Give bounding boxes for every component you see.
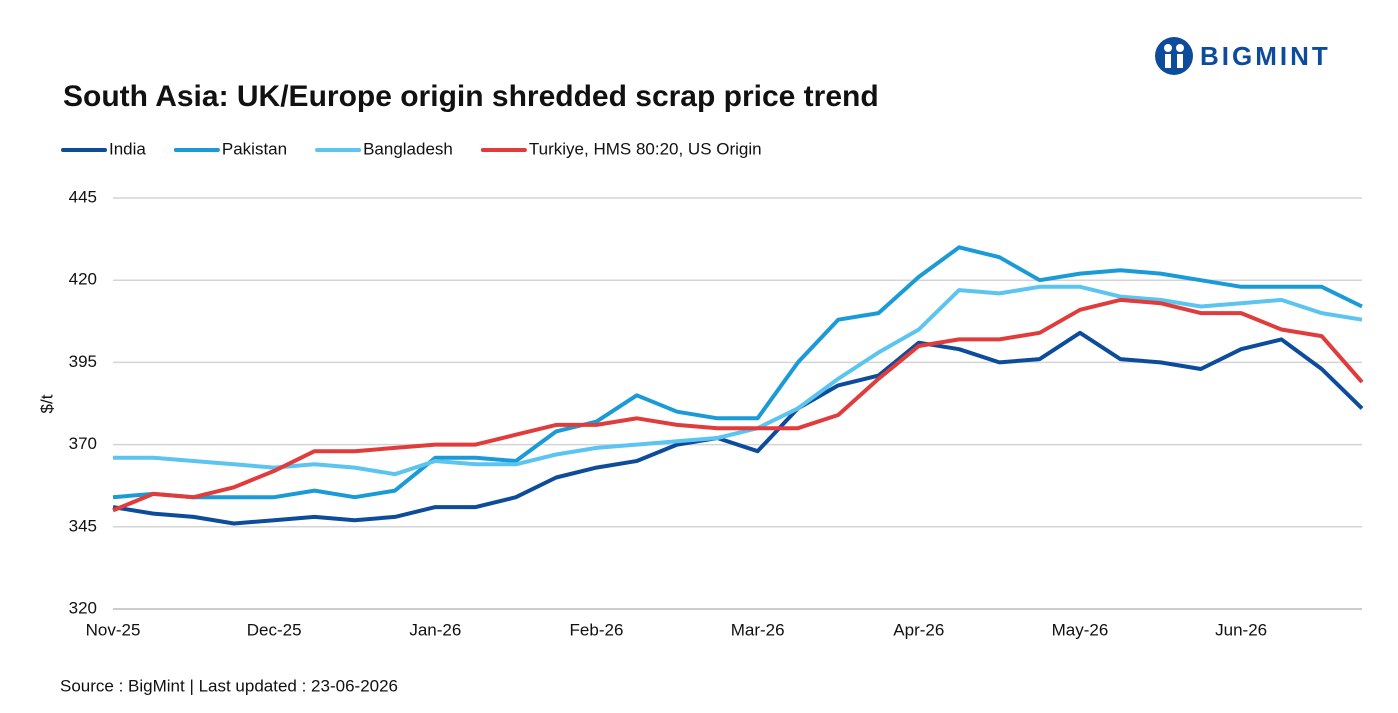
y-tick-label: 420 [69,270,97,289]
logo-icon-dot [1164,44,1172,52]
logo: BIGMINT [1155,37,1331,75]
x-tick-label: Mar-26 [731,620,785,639]
logo-icon [1155,37,1193,75]
x-tick-label: Apr-26 [893,620,944,639]
logo-text: BIGMINT [1200,41,1331,71]
series-line [113,284,1363,477]
logo-icon-dot [1176,44,1184,52]
x-tick-label: Feb-26 [570,620,624,639]
series-line [112,245,1363,500]
logo-icon-bar [1165,54,1171,68]
legend-label: Bangladesh [363,139,453,158]
logo-icon-bar [1177,54,1183,68]
y-tick-label: 320 [69,598,97,617]
y-tick-label: 395 [69,352,97,371]
y-tick-label: 445 [69,187,97,206]
x-tick-label: Jun-26 [1215,620,1267,639]
series-line [112,297,1364,513]
legend-label: Turkiye, HMS 80:20, US Origin [529,139,762,158]
y-tick-label: 370 [69,434,97,453]
y-axis-label: $/t [37,394,56,413]
x-tick-label: Dec-25 [247,620,302,639]
x-tick-label: May-26 [1052,620,1109,639]
chart-title: South Asia: UK/Europe origin shredded sc… [63,80,879,113]
legend-label: India [109,139,146,158]
source-note: Source : BigMint | Last updated : 23-06-… [60,676,398,695]
series-line [112,330,1364,526]
y-tick-label: 345 [69,516,97,535]
x-tick-label: Nov-25 [86,620,141,639]
legend-label: Pakistan [222,139,287,158]
x-tick-label: Jan-26 [409,620,461,639]
